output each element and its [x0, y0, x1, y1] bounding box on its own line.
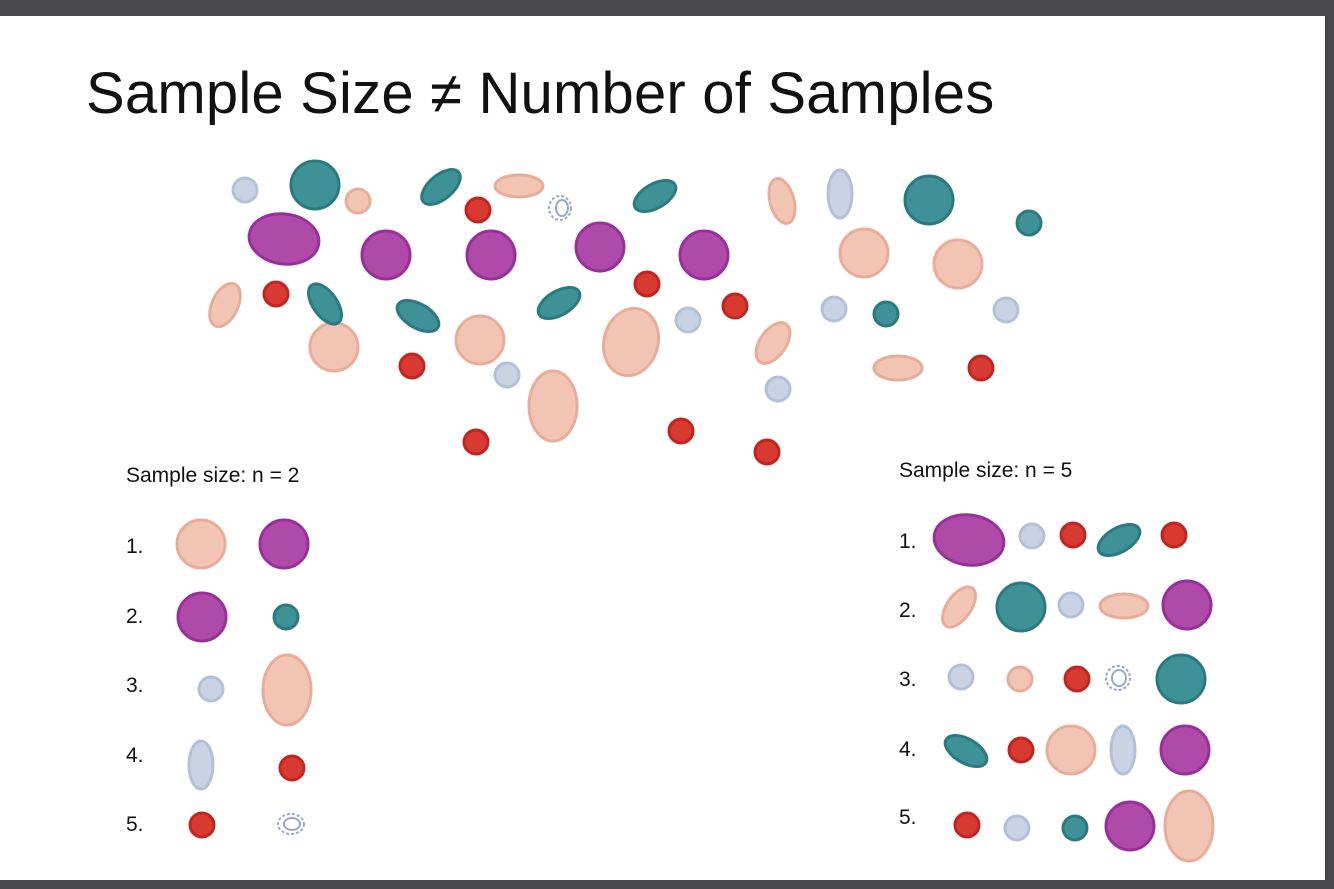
red-dot [464, 196, 492, 224]
teal-oval [632, 179, 678, 213]
teal-oval [1096, 523, 1142, 557]
left-row-label-4: 4. [126, 744, 144, 767]
red-dot [953, 811, 981, 839]
lightblue-oval [947, 663, 975, 691]
right-row-label-4: 4. [899, 738, 917, 761]
coil-icon [1105, 665, 1131, 691]
red-dot [398, 352, 426, 380]
purple-oval [176, 591, 228, 643]
pink-oval [454, 314, 506, 366]
left-sample-shapes [175, 518, 313, 839]
red-dot [633, 270, 661, 298]
teal-oval [943, 734, 989, 768]
window-bottom-bar [0, 880, 1334, 889]
red-dot [1007, 736, 1035, 764]
coil-icon [548, 195, 572, 221]
purple-oval [247, 212, 321, 266]
left-row-label-3: 3. [126, 674, 144, 697]
purple-oval [465, 229, 517, 281]
teal-oval [536, 286, 582, 320]
teal-oval [420, 168, 462, 206]
left-sample-size-label: Sample size: n = 2 [126, 464, 300, 487]
right-row-label-1: 1. [899, 530, 917, 553]
pink-oval [1163, 789, 1215, 863]
pink-oval [941, 585, 977, 629]
lightblue-oval [992, 296, 1020, 324]
purple-oval [1104, 800, 1156, 852]
pink-oval [932, 238, 984, 290]
pink-oval [838, 227, 890, 279]
lightblue-oval [764, 375, 792, 403]
window-top-bar [0, 0, 1334, 16]
lightblue-oval [1018, 522, 1046, 550]
pink-oval [767, 177, 797, 225]
red-dot [1059, 521, 1087, 549]
teal-oval [872, 300, 900, 328]
left-row-label-1: 1. [126, 535, 144, 558]
lightblue-oval [493, 361, 521, 389]
right-row-label-3: 3. [899, 668, 917, 691]
right-row-label-5: 5. [899, 806, 917, 829]
red-dot [667, 417, 695, 445]
lightblue-oval [197, 675, 225, 703]
left-row-label-2: 2. [126, 605, 144, 628]
pink-oval [344, 187, 372, 215]
lightblue-oval [826, 168, 854, 220]
pink-oval [872, 354, 924, 382]
red-dot [967, 354, 995, 382]
lightblue-oval [187, 739, 215, 791]
pink-oval [261, 653, 313, 727]
red-dot [188, 811, 216, 839]
red-dot [753, 438, 781, 466]
right-sample-size-label: Sample size: n = 5 [899, 459, 1073, 482]
purple-oval [258, 518, 310, 570]
window-right-bar [1325, 16, 1334, 880]
pink-oval [527, 369, 579, 443]
lightblue-oval [1003, 814, 1031, 842]
population-shapes [175, 159, 1215, 863]
population-cluster [208, 159, 1043, 466]
purple-oval [360, 229, 412, 281]
red-dot [1160, 521, 1188, 549]
right-sample-shapes [932, 513, 1215, 863]
red-dot [1063, 665, 1091, 693]
pink-oval [175, 518, 227, 570]
coil-icon [277, 813, 305, 835]
pink-oval [1098, 592, 1150, 620]
purple-oval [1159, 724, 1211, 776]
teal-oval [307, 282, 343, 326]
purple-oval [574, 221, 626, 273]
purple-oval [932, 513, 1006, 567]
teal-oval [395, 299, 441, 333]
purple-oval [1161, 579, 1213, 631]
pink-oval [208, 281, 242, 329]
left-row-label-5: 5. [126, 813, 144, 836]
red-dot [278, 754, 306, 782]
slide-title: Sample Size ≠ Number of Samples [86, 61, 995, 126]
pink-oval [754, 321, 792, 365]
teal-oval [1155, 653, 1207, 705]
lightblue-oval [1109, 724, 1137, 776]
teal-oval [1061, 814, 1089, 842]
lightblue-oval [231, 176, 259, 204]
red-dot [462, 428, 490, 456]
pink-oval [1006, 665, 1034, 693]
lightblue-oval [820, 295, 848, 323]
lightblue-oval [1057, 591, 1085, 619]
pink-oval [1045, 724, 1097, 776]
pink-oval [493, 173, 545, 199]
pink-oval [308, 321, 360, 373]
teal-oval [272, 603, 300, 631]
pink-oval [601, 306, 661, 378]
teal-oval [289, 159, 341, 211]
teal-oval [1015, 209, 1043, 237]
right-row-label-2: 2. [899, 599, 917, 622]
teal-oval [903, 174, 955, 226]
lightblue-oval [674, 306, 702, 334]
red-dot [721, 292, 749, 320]
red-dot [262, 280, 290, 308]
purple-oval [678, 229, 730, 281]
slide-canvas: Sample Size ≠ Number of Samples [0, 16, 1325, 880]
teal-oval [995, 581, 1047, 633]
